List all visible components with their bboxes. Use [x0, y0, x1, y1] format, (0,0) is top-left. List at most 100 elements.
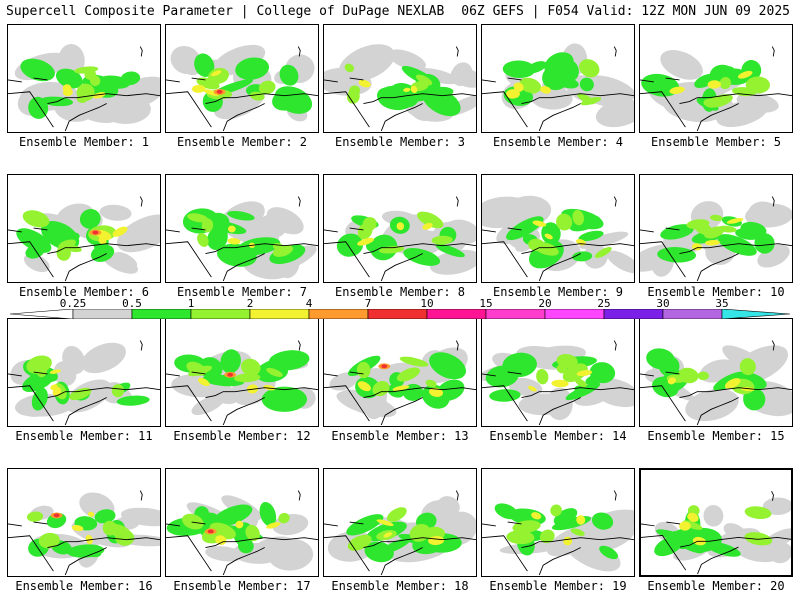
- scp-contour: [235, 57, 270, 80]
- state-border-line: [380, 253, 423, 282]
- coastline-fragment: [297, 340, 301, 351]
- scp-contour: [578, 230, 604, 242]
- state-border-line: [166, 227, 206, 233]
- scp-contour: [92, 230, 99, 235]
- state-border-line: [482, 241, 634, 278]
- scp-map: [166, 490, 318, 576]
- state-border-line: [482, 535, 634, 572]
- ensemble-map-panel[interactable]: [165, 318, 319, 427]
- ensemble-map-panel[interactable]: [323, 468, 477, 577]
- scp-contour: [220, 349, 241, 374]
- coastline-fragment: [139, 46, 143, 57]
- scp-contour: [574, 384, 591, 393]
- state-border-line: [641, 535, 791, 571]
- scp-contour: [737, 70, 753, 79]
- ensemble-map-panel[interactable]: [7, 174, 161, 283]
- ensemble-member-label: Ensemble Member: 8: [334, 285, 466, 299]
- scp-contour: [660, 50, 703, 80]
- scp-contour: [656, 529, 691, 543]
- colorbar-tick-label: 0.5: [122, 297, 142, 310]
- ensemble-map-panel[interactable]: [639, 468, 793, 577]
- scp-contour: [531, 86, 573, 110]
- scp-map: [8, 196, 160, 282]
- ensemble-map-panel[interactable]: [7, 318, 161, 427]
- colorbar-segment: [662, 309, 723, 319]
- ensemble-map-panel[interactable]: [639, 318, 793, 427]
- scp-contour: [526, 61, 547, 74]
- state-border-line: [166, 91, 318, 128]
- scp-contour: [202, 374, 245, 387]
- ensemble-map-panel[interactable]: [639, 24, 793, 133]
- scp-contour: [207, 226, 228, 251]
- scp-map: [641, 490, 791, 575]
- coastline-fragment: [771, 340, 775, 351]
- scp-contour: [589, 362, 616, 384]
- ensemble-map-panel[interactable]: [639, 174, 793, 283]
- scp-contour: [356, 361, 371, 379]
- ensemble-member-label: Ensemble Member: 9: [492, 285, 624, 299]
- scp-contour: [719, 77, 732, 90]
- ensemble-map-panel[interactable]: [323, 24, 477, 133]
- scp-contour: [569, 215, 601, 232]
- scp-contour: [213, 212, 230, 226]
- state-border-line: [482, 91, 634, 128]
- state-border-line: [166, 535, 318, 572]
- ensemble-map-panel[interactable]: [481, 24, 635, 133]
- state-border-line: [222, 397, 265, 426]
- scp-contour: [28, 96, 49, 119]
- scp-contour: [235, 520, 244, 529]
- scp-contour: [606, 250, 634, 274]
- scp-map: [482, 43, 634, 132]
- coastline-fragment: [455, 46, 459, 57]
- scp-contour: [685, 388, 739, 422]
- scp-map: [482, 490, 634, 576]
- state-border-line: [482, 521, 522, 527]
- scp-contour: [362, 217, 377, 231]
- state-border-line: [8, 241, 160, 278]
- scp-contour: [540, 86, 551, 94]
- ensemble-map-panel[interactable]: [481, 174, 635, 283]
- scp-contour: [49, 369, 62, 374]
- ensemble-map-panel[interactable]: [165, 24, 319, 133]
- scp-map: [8, 340, 160, 426]
- scp-contour: [209, 522, 236, 540]
- scp-contour: [536, 368, 549, 385]
- scp-contour: [687, 512, 699, 522]
- ensemble-map-panel[interactable]: [323, 174, 477, 283]
- ensemble-map-panel[interactable]: [7, 24, 161, 133]
- ensemble-map-panel[interactable]: [7, 468, 161, 577]
- scp-contour: [23, 253, 50, 273]
- state-border-line: [380, 397, 423, 426]
- scp-map: [166, 340, 318, 426]
- colorbar-tick-label: 15: [479, 297, 493, 310]
- ensemble-map-panel[interactable]: [165, 468, 319, 577]
- coastline-fragment: [297, 46, 301, 57]
- colorbar-tick-label: 1: [187, 297, 195, 310]
- scp-contour: [216, 89, 223, 94]
- colorbar-tick-label: 10: [420, 297, 434, 310]
- ensemble-map-panel[interactable]: [165, 174, 319, 283]
- scp-contour: [87, 511, 95, 517]
- scp-contour: [197, 377, 210, 387]
- state-border-line: [8, 535, 160, 572]
- state-border-line: [640, 227, 680, 233]
- colorbar-tick-label: 7: [364, 297, 372, 310]
- scp-contour: [429, 352, 466, 380]
- state-border-line: [166, 241, 318, 278]
- scp-contour: [79, 209, 101, 229]
- scp-contour: [425, 379, 437, 388]
- scp-contour: [544, 52, 574, 77]
- scp-contour: [437, 496, 460, 517]
- scp-contour: [266, 522, 281, 529]
- ensemble-map-panel[interactable]: [481, 468, 635, 577]
- scp-contour: [396, 367, 420, 382]
- ensemble-map-panel[interactable]: [481, 318, 635, 427]
- colorbar-segment: [485, 309, 546, 319]
- coastline-fragment: [455, 490, 459, 501]
- scp-contour: [707, 80, 722, 89]
- state-border-line: [482, 77, 522, 83]
- ensemble-map-panel[interactable]: [323, 318, 477, 427]
- state-border-line: [166, 371, 206, 377]
- scp-contour: [69, 387, 92, 401]
- scp-contour: [506, 89, 520, 99]
